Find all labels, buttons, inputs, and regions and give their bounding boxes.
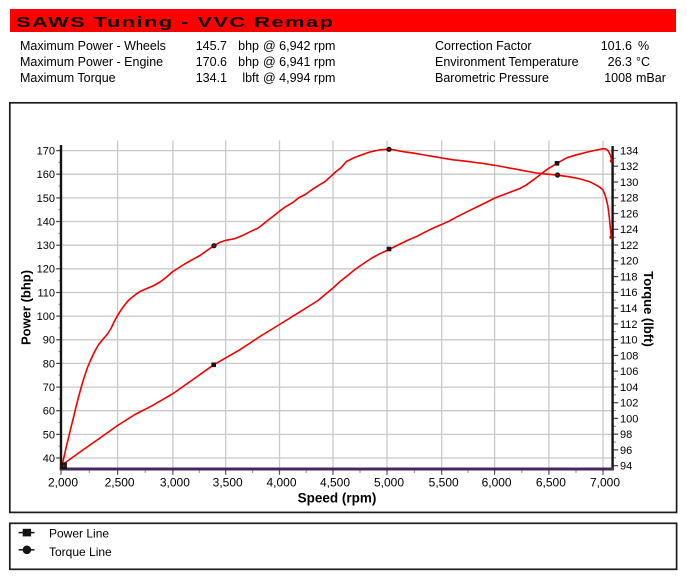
svg-text:4,000: 4,000 [266, 476, 296, 490]
svg-text:100: 100 [37, 311, 55, 323]
svg-text:90: 90 [43, 335, 55, 347]
svg-text:170: 170 [37, 146, 55, 158]
svg-text:114: 114 [620, 303, 638, 315]
svg-text:Power Line: Power Line [49, 526, 109, 540]
svg-text:40: 40 [43, 453, 55, 465]
svg-text:128: 128 [620, 193, 638, 205]
svg-text:130: 130 [37, 240, 55, 252]
svg-text:134: 134 [620, 145, 638, 157]
svg-text:6,000: 6,000 [482, 476, 512, 490]
svg-text:Speed (rpm): Speed (rpm) [298, 491, 377, 506]
svg-text:108: 108 [620, 350, 638, 362]
svg-text:96: 96 [620, 445, 632, 457]
svg-text:116: 116 [620, 287, 638, 299]
svg-text:7,000: 7,000 [590, 476, 620, 490]
svg-text:126: 126 [620, 208, 638, 220]
svg-text:120: 120 [37, 264, 55, 276]
svg-text:98: 98 [620, 429, 632, 441]
svg-text:102: 102 [620, 398, 638, 410]
svg-text:70: 70 [43, 382, 55, 394]
svg-text:3,500: 3,500 [213, 476, 243, 490]
svg-text:140: 140 [37, 216, 55, 228]
svg-text:120: 120 [620, 256, 638, 268]
svg-text:110: 110 [620, 335, 638, 347]
svg-text:4,500: 4,500 [320, 476, 350, 490]
svg-text:2,500: 2,500 [105, 476, 135, 490]
svg-text:132: 132 [620, 161, 638, 173]
svg-text:160: 160 [37, 169, 55, 181]
svg-text:124: 124 [620, 224, 638, 236]
svg-text:Power (bhp): Power (bhp) [19, 270, 34, 345]
svg-text:94: 94 [620, 461, 632, 473]
svg-text:3,000: 3,000 [160, 476, 190, 490]
svg-text:2,000: 2,000 [48, 476, 78, 490]
svg-text:5,500: 5,500 [429, 476, 459, 490]
svg-text:80: 80 [43, 358, 55, 370]
svg-text:Torque Line: Torque Line [49, 545, 112, 559]
svg-text:100: 100 [620, 413, 638, 425]
svg-text:106: 106 [620, 366, 638, 378]
svg-text:112: 112 [620, 319, 638, 331]
svg-text:122: 122 [620, 240, 638, 252]
svg-text:110: 110 [37, 287, 55, 299]
svg-text:Torque (lbft): Torque (lbft) [641, 271, 656, 347]
svg-text:50: 50 [43, 429, 55, 441]
svg-text:130: 130 [620, 177, 638, 189]
svg-text:5,000: 5,000 [374, 476, 404, 490]
svg-text:118: 118 [620, 272, 638, 284]
svg-text:104: 104 [620, 382, 638, 394]
svg-text:150: 150 [37, 193, 55, 205]
svg-text:6,500: 6,500 [536, 476, 566, 490]
svg-text:60: 60 [43, 406, 55, 418]
